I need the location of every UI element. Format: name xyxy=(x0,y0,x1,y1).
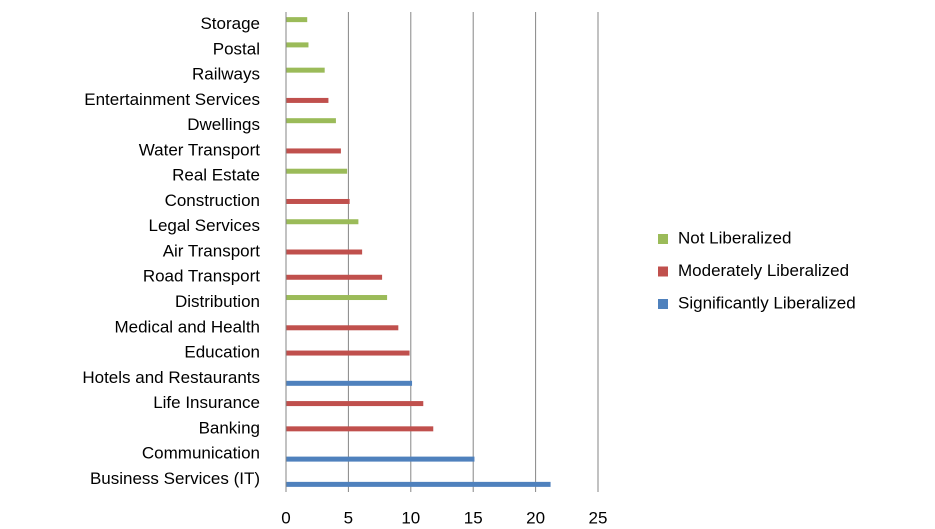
x-tick-label: 25 xyxy=(589,508,608,527)
x-tick-label: 5 xyxy=(344,508,353,527)
bar xyxy=(286,17,308,23)
y-tick-label: Communication xyxy=(142,444,260,463)
bar xyxy=(286,380,413,386)
bar xyxy=(286,168,348,174)
y-tick-label: Air Transport xyxy=(163,241,261,260)
legend-label: Moderately Liberalized xyxy=(678,261,849,280)
y-tick-label: Entertainment Services xyxy=(84,90,260,109)
y-tick-label: Road Transport xyxy=(143,267,260,286)
y-tick-label: Real Estate xyxy=(172,166,260,185)
y-tick-label: Distribution xyxy=(175,292,260,311)
y-tick-label: Medical and Health xyxy=(114,317,260,336)
legend-label: Not Liberalized xyxy=(678,228,791,247)
bar xyxy=(286,295,388,301)
bar xyxy=(286,481,551,487)
x-tick-label: 0 xyxy=(281,508,290,527)
bar xyxy=(286,426,434,432)
bar xyxy=(286,148,341,154)
y-tick-label: Construction xyxy=(165,191,260,210)
bar xyxy=(286,274,383,280)
bar xyxy=(286,401,424,407)
legend-swatch xyxy=(658,299,668,309)
y-tick-label: Banking xyxy=(199,418,260,437)
y-tick-label: Hotels and Restaurants xyxy=(82,368,260,387)
y-tick-label: Dwellings xyxy=(187,115,260,134)
legend-swatch xyxy=(658,266,668,277)
y-tick-label: Water Transport xyxy=(139,140,261,159)
legend-swatch xyxy=(658,234,668,244)
bar xyxy=(286,249,363,255)
bar xyxy=(286,350,410,356)
x-tick-label: 15 xyxy=(464,508,483,527)
y-tick-label: Storage xyxy=(200,14,260,33)
bar xyxy=(286,97,329,103)
y-tick-label: Education xyxy=(184,343,260,362)
bar xyxy=(286,219,359,225)
bar xyxy=(286,456,475,462)
y-tick-label: Legal Services xyxy=(148,216,260,235)
bar xyxy=(286,42,309,48)
y-tick-label: Postal xyxy=(213,39,260,58)
legend-label: Significantly Liberalized xyxy=(678,293,856,312)
bar xyxy=(286,325,399,331)
y-tick-label: Business Services (IT) xyxy=(90,469,260,488)
x-tick-label: 10 xyxy=(401,508,420,527)
y-tick-label: Railways xyxy=(192,65,260,84)
bar xyxy=(286,67,325,73)
x-tick-label: 20 xyxy=(526,508,545,527)
y-tick-label: Life Insurance xyxy=(153,393,260,412)
bar xyxy=(286,118,336,124)
bar xyxy=(286,198,350,204)
